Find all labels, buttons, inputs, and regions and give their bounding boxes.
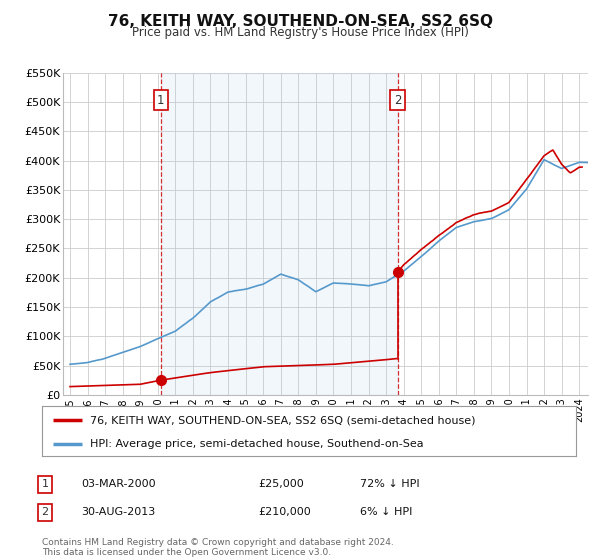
Text: 2: 2 (394, 94, 401, 106)
Text: 30-AUG-2013: 30-AUG-2013 (81, 507, 155, 517)
Text: 6% ↓ HPI: 6% ↓ HPI (360, 507, 412, 517)
Text: Contains HM Land Registry data © Crown copyright and database right 2024.
This d: Contains HM Land Registry data © Crown c… (42, 538, 394, 557)
Bar (161, 73, 398, 395)
Text: 1: 1 (157, 94, 164, 106)
Text: £210,000: £210,000 (258, 507, 311, 517)
Text: 03-MAR-2000: 03-MAR-2000 (81, 479, 155, 489)
Text: 2: 2 (41, 507, 49, 517)
Text: HPI: Average price, semi-detached house, Southend-on-Sea: HPI: Average price, semi-detached house,… (90, 439, 424, 449)
Text: 76, KEITH WAY, SOUTHEND-ON-SEA, SS2 6SQ: 76, KEITH WAY, SOUTHEND-ON-SEA, SS2 6SQ (107, 14, 493, 29)
Text: 72% ↓ HPI: 72% ↓ HPI (360, 479, 419, 489)
Text: 76, KEITH WAY, SOUTHEND-ON-SEA, SS2 6SQ (semi-detached house): 76, KEITH WAY, SOUTHEND-ON-SEA, SS2 6SQ … (90, 415, 476, 425)
Text: 1: 1 (41, 479, 49, 489)
Text: Price paid vs. HM Land Registry's House Price Index (HPI): Price paid vs. HM Land Registry's House … (131, 26, 469, 39)
Text: £25,000: £25,000 (258, 479, 304, 489)
